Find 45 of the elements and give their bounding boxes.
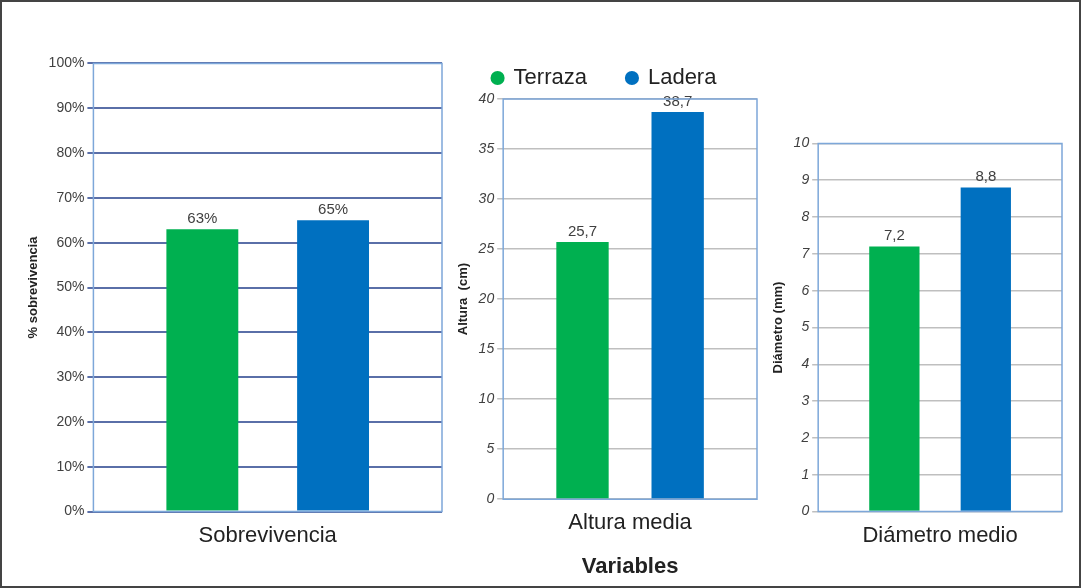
y-tick-label: 80% (56, 143, 85, 160)
y-tick-label: 6 (801, 281, 810, 298)
x-axis-title: Variables (581, 552, 679, 578)
legend-label: Terraza (513, 64, 588, 90)
y-tick-label: 30% (56, 368, 85, 384)
y-tick-label: 60% (56, 233, 85, 250)
y-tick-label: 5 (801, 318, 810, 335)
y-tick-label: 4 (801, 355, 810, 372)
y-tick-label: 25 (477, 239, 495, 256)
y-tick-label: 15 (478, 340, 495, 357)
x-tick-label: Altura media (568, 509, 693, 535)
y-tick-label: 7 (801, 244, 811, 261)
data-label: 7,2 (883, 226, 905, 244)
y-axis-title: Altura (cm) (455, 262, 471, 336)
y-tick-label: 0% (64, 502, 85, 519)
x-tick-label: Diámetro medio (862, 521, 1018, 547)
y-tick-label: 100% (48, 54, 85, 71)
y-tick-label: 20% (56, 412, 85, 429)
y-tick-label: 90% (56, 99, 85, 116)
data-label: 63% (187, 208, 218, 226)
y-tick-label: 10% (56, 457, 85, 474)
data-label: 65% (318, 199, 349, 217)
y-tick-label: 35 (478, 139, 495, 156)
y-tick-label: 9 (801, 171, 810, 188)
y-tick-label: 0 (801, 502, 810, 519)
y-tick-label: 5 (486, 440, 495, 457)
x-tick-label: Sobrevivencia (198, 521, 338, 547)
y-tick-label: 40% (56, 323, 85, 340)
data-label: 25,7 (567, 221, 598, 239)
y-axis-title: Diámetro (mm) (770, 281, 786, 374)
y-tick-label: 8 (801, 207, 810, 224)
y-tick-label: 1 (801, 465, 810, 482)
legend-label: Ladera (647, 64, 718, 90)
y-tick-label: 10 (793, 134, 810, 151)
y-tick-label: 2 (800, 428, 810, 445)
y-tick-label: 30 (478, 189, 495, 206)
data-label: 8,8 (975, 167, 997, 185)
y-tick-label: 20 (477, 289, 495, 306)
y-tick-label: 40 (478, 89, 495, 106)
y-tick-label: 10 (478, 390, 495, 407)
y-tick-label: 0 (486, 490, 495, 507)
y-axis-title: % sobrevivencia (25, 235, 41, 339)
y-tick-label: 50% (56, 278, 85, 295)
y-tick-label: 70% (56, 188, 85, 205)
y-tick-label: 3 (801, 392, 810, 409)
